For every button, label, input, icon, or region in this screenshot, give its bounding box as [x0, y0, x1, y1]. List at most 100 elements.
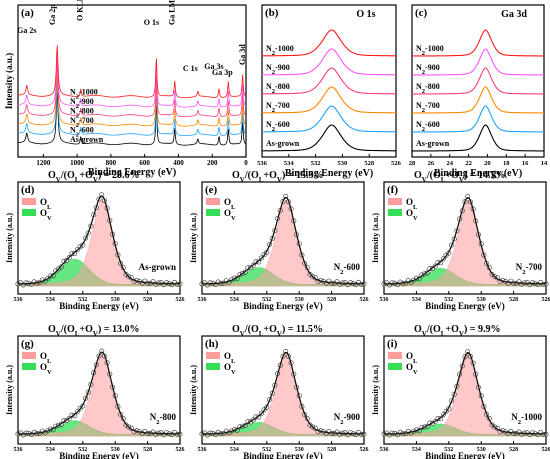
data-point [15, 431, 21, 437]
x-tick-label: 530 [477, 297, 486, 303]
label-part: O [224, 351, 231, 361]
data-point [337, 281, 343, 287]
data-point [320, 278, 326, 284]
fit-envelope [18, 351, 181, 435]
data-point [137, 278, 143, 284]
data-point [389, 280, 395, 286]
x-tick-label: 536 [380, 447, 389, 453]
ratio-part: V [56, 176, 61, 184]
sample-label: N2-900 [334, 412, 361, 426]
x-tick-label: 20 [484, 160, 491, 167]
data-point [435, 260, 441, 266]
legend-label-ol: OL [224, 351, 236, 365]
label-part: N [266, 63, 272, 72]
data-point [50, 427, 56, 433]
series-line [18, 64, 247, 118]
series-label: N2-800 [70, 107, 94, 120]
data-point [277, 362, 283, 368]
data-point [110, 384, 116, 390]
data-point [337, 431, 343, 437]
label-part: V [413, 215, 418, 222]
data-point [416, 428, 422, 434]
data-point [269, 390, 275, 396]
data-point [64, 257, 70, 263]
data-point [264, 249, 270, 255]
data-point [147, 280, 153, 286]
y-axis-label: Intensity (a.u.) [5, 213, 14, 263]
data-point [256, 414, 262, 420]
x-tick-label: 528 [143, 297, 152, 303]
panel-label: (b) [265, 7, 279, 19]
data-point [285, 353, 291, 359]
data-point [61, 418, 67, 424]
label-part: -800 [275, 82, 290, 91]
ratio-part: ) = [464, 170, 478, 181]
series-label: N2-700 [70, 116, 94, 129]
data-point [120, 265, 126, 271]
x-tick-label: 528 [143, 447, 152, 453]
data-point [339, 280, 345, 286]
data-point [155, 280, 161, 286]
data-point [134, 428, 140, 434]
label-part: 2 [76, 112, 79, 119]
data-point [358, 281, 364, 287]
data-point [253, 259, 259, 265]
peak-label: C 1s [183, 64, 198, 73]
data-point [215, 279, 221, 285]
data-point [229, 428, 235, 434]
x-tick-label: 200 [207, 159, 218, 167]
x-tick-label: 526 [360, 447, 369, 453]
ratio-part: /(O [60, 170, 75, 181]
x-tick-label: 536 [14, 447, 23, 453]
label-part: N [266, 82, 272, 91]
data-point [120, 415, 126, 421]
ratio-part: L [259, 176, 264, 184]
fit-envelope [384, 196, 547, 285]
plot-frame [17, 335, 181, 445]
data-point [312, 275, 318, 281]
data-point [23, 280, 29, 286]
legend-label-ov: OV [40, 208, 52, 222]
data-point [126, 424, 132, 430]
ratio-part: O [232, 170, 240, 181]
ratio-label: OV/(OL+OV) = 13.0% [48, 324, 139, 338]
data-point [283, 193, 289, 199]
ratio-label: OV/(OL+OV) = 11.5% [232, 324, 323, 338]
data-point [481, 252, 487, 258]
data-point [440, 256, 446, 262]
plot-frame [17, 4, 247, 158]
data-point [145, 430, 151, 436]
data-point [296, 241, 302, 247]
panel-title: Ga 3d [501, 9, 527, 20]
x-tick-label: 1000 [70, 159, 85, 167]
data-point [304, 265, 310, 271]
data-point [245, 265, 251, 271]
legend-swatch-ov [388, 209, 402, 216]
label-part: 2 [272, 69, 275, 76]
label-part: N [334, 412, 341, 422]
data-point [478, 241, 484, 247]
label-part: N [266, 44, 272, 53]
label-part: O [224, 208, 231, 218]
data-point [519, 431, 525, 437]
data-point [242, 423, 248, 429]
legend-swatch-ol [206, 198, 220, 205]
label-part: N [416, 63, 422, 72]
label-part: -600 [275, 120, 290, 129]
label-part: 2 [156, 419, 159, 426]
ratio-part: /(O [60, 324, 75, 335]
data-point [131, 278, 137, 284]
peak-label: Ga 3d [238, 44, 247, 65]
data-point [107, 218, 113, 224]
data-point [521, 280, 527, 286]
plot-frame [411, 4, 545, 158]
ratio-part: O [48, 324, 56, 335]
label-part: 2 [422, 88, 425, 95]
data-point [242, 269, 248, 275]
panel-title: O 1s [356, 9, 375, 20]
data-point [231, 426, 237, 432]
data-point [83, 395, 89, 401]
data-point [275, 370, 281, 376]
label-part: O [224, 197, 231, 207]
